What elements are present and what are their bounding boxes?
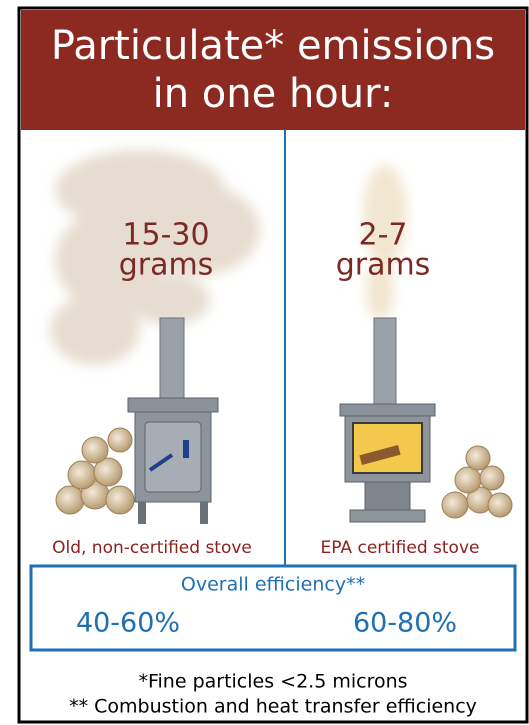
title-line: Particulate* emissions (51, 23, 495, 69)
footnote: *Fine particles <2.5 microns (138, 671, 407, 693)
title-line: in one hour: (153, 71, 394, 117)
amount-unit: grams (336, 248, 431, 283)
stove-label: Old, non-certified stove (52, 538, 252, 558)
footnote: ** Combustion and heat transfer efficien… (69, 696, 477, 718)
efficiency-heading: Overall efficiency** (181, 574, 365, 596)
efficiency-value: 40-60% (76, 608, 180, 639)
stove-label: EPA certified stove (321, 538, 480, 558)
amount-unit: grams (119, 248, 214, 283)
infographic: Particulate* emissions in one hour: 15-3… (0, 0, 529, 725)
efficiency-value: 60-80% (353, 608, 457, 639)
